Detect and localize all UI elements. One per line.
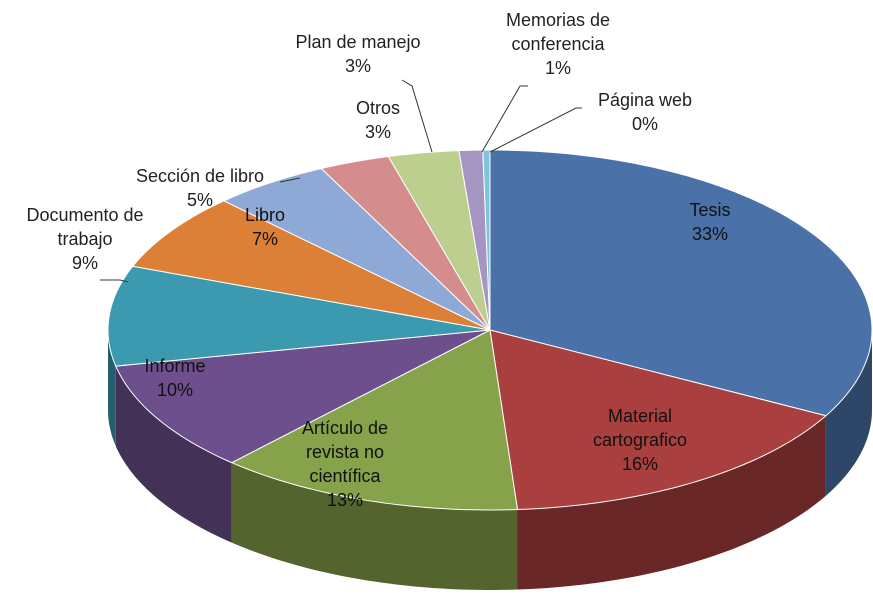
slice	[387, 150, 491, 331]
slice-side	[517, 415, 826, 590]
slice	[131, 200, 491, 331]
category-label: Informe	[144, 356, 206, 376]
slice-side	[115, 366, 232, 543]
slice	[107, 265, 491, 367]
slice-label: Artículo de revista no científica 13%	[280, 416, 410, 512]
category-label: Material cartografico	[592, 406, 688, 450]
value-label: 33%	[691, 224, 729, 244]
slice	[115, 329, 491, 464]
slice-label: Documento de trabajo 9%	[10, 203, 160, 275]
slice-side	[231, 462, 518, 590]
leader-line	[489, 107, 582, 153]
slice-label: Material cartografico 16%	[570, 404, 710, 476]
value-label: 7%	[251, 229, 278, 249]
slice-label: Tesis 33%	[635, 198, 785, 246]
category-label: Página web	[597, 90, 693, 110]
tops	[107, 149, 873, 511]
value-label: 0%	[631, 114, 658, 134]
category-label: Libro	[244, 205, 286, 225]
value-label: 16%	[621, 454, 659, 474]
slice-label: Otros 3%	[318, 96, 438, 144]
sides	[108, 330, 872, 590]
slice-side	[108, 330, 116, 447]
slice	[482, 149, 491, 331]
slice-label: Sección de libro 5%	[110, 164, 290, 212]
value-label: 1%	[544, 58, 571, 78]
slice	[489, 149, 873, 417]
category-label: Documento de trabajo	[26, 205, 144, 249]
category-label: Plan de manejo	[295, 32, 421, 52]
value-label: 3%	[364, 122, 391, 142]
value-label: 3%	[344, 56, 371, 76]
category-label: Tesis	[689, 200, 731, 220]
slice-label: Libro 7%	[205, 203, 325, 251]
value-label: 13%	[326, 490, 364, 510]
slice-side	[825, 330, 872, 496]
leader-line	[100, 279, 129, 283]
slice-label: Informe 10%	[105, 354, 245, 402]
slice-label: Plan de manejo 3%	[268, 30, 448, 78]
value-label: 9%	[71, 253, 98, 273]
leader-line	[481, 85, 528, 153]
category-label: Otros	[355, 98, 400, 118]
value-label: 5%	[186, 190, 213, 210]
category-label: Memorias de conferencia	[505, 10, 611, 54]
category-label: Artículo de revista no científica	[301, 418, 389, 486]
slice-label: Memorias de conferencia 1%	[493, 8, 623, 80]
leader-lines	[100, 79, 582, 283]
slice	[320, 155, 491, 331]
slice	[489, 329, 827, 511]
leader-line	[279, 177, 301, 183]
slice-label: Página web 0%	[570, 88, 720, 136]
value-label: 10%	[156, 380, 194, 400]
slice	[230, 329, 519, 511]
slice	[222, 167, 491, 331]
leader-line	[401, 79, 433, 153]
category-label: Sección de libro	[135, 166, 265, 186]
